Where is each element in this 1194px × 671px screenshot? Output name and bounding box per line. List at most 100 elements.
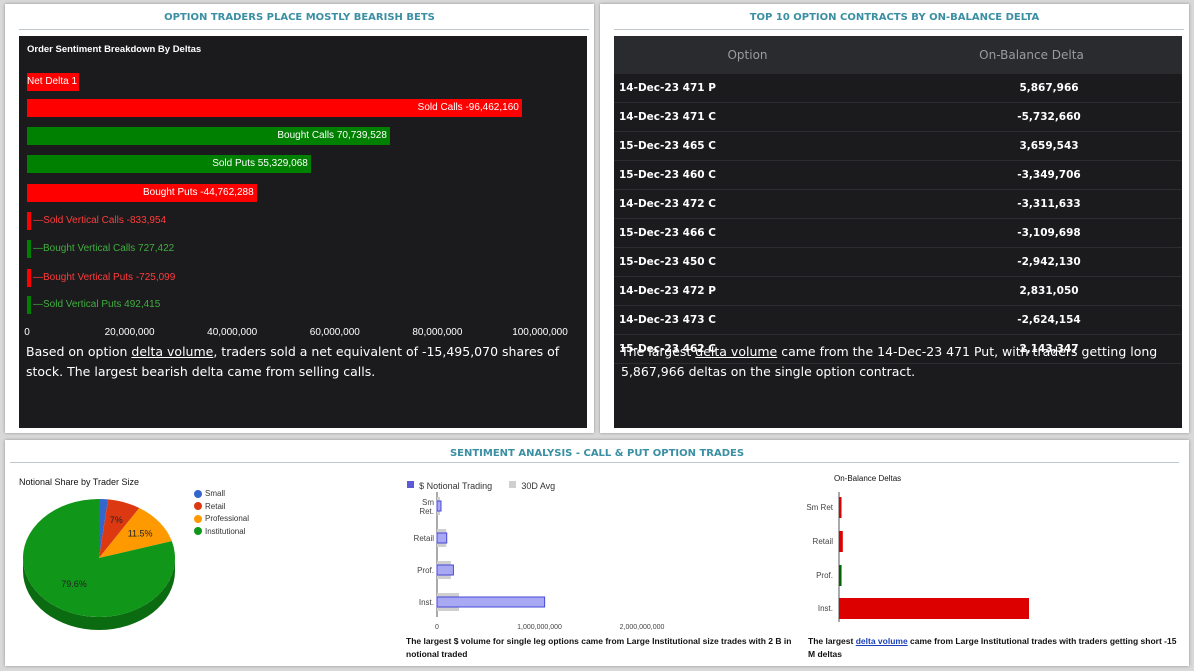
- notional-note: The largest $ volume for single leg opti…: [406, 636, 792, 659]
- delta-bar: [839, 531, 843, 552]
- pie-slice-label: 7%: [110, 515, 123, 525]
- delta-bar: [27, 296, 31, 314]
- note-text-2: came from Large Institutional trades wit…: [808, 636, 1177, 659]
- delta-bar-label: —Sold Vertical Calls -833,954: [33, 215, 167, 226]
- delta-bar: [27, 73, 79, 91]
- chart-title: Order Sentiment Breakdown By Deltas: [27, 44, 202, 55]
- legend-swatch-notional: [407, 481, 414, 488]
- delta-bar: [839, 598, 1029, 619]
- summary-text-2: came from the 14-Dec-23 471 Put, with tr…: [621, 344, 1158, 379]
- legend-item-professional[interactable]: Professional: [194, 514, 249, 523]
- delta-cell: -3,109,698: [881, 218, 1182, 248]
- pie-depth: [23, 558, 175, 630]
- delta-bar: [27, 212, 32, 230]
- table-row[interactable]: 15-Dec-23 462 C 2,143,347: [614, 334, 1182, 364]
- delta-cell: -2,942,130: [881, 247, 1182, 277]
- x-tick-label: 80,000,000: [412, 327, 463, 338]
- category-label: Ret.: [419, 507, 434, 516]
- delta-bar: [27, 184, 257, 202]
- obd-note: The largest delta volume came from Large…: [808, 635, 1180, 661]
- delta-bar-label: Sold Calls -96,462,160: [417, 102, 519, 113]
- notional-bar: [436, 596, 546, 608]
- delta-cell: 2,831,050: [881, 276, 1182, 306]
- notional-legend: $ Notional Trading 30D Avg: [407, 474, 555, 493]
- notional-bar: [436, 500, 442, 512]
- delta-summary: Based on option delta volume, traders so…: [26, 342, 581, 382]
- option-cell: 14-Dec-23 471 P: [614, 74, 881, 103]
- notional-bar: [436, 564, 454, 576]
- delta-bar: [27, 127, 390, 145]
- x-tick-label: 2,000,000,000: [620, 624, 665, 631]
- table-row[interactable]: 14-Dec-23 472 C -3,311,633: [614, 189, 1182, 219]
- delta-cell: 3,659,543: [881, 131, 1182, 161]
- option-cell: 14-Dec-23 472 P: [614, 276, 881, 306]
- column-header-delta[interactable]: On-Balance Delta: [881, 36, 1182, 74]
- legend-item-retail[interactable]: Retail: [194, 502, 225, 511]
- note-text: The largest: [808, 636, 856, 646]
- delta-bar-label: Net Delta 1: [27, 76, 78, 87]
- option-cell: 14-Dec-23 471 C: [614, 102, 881, 132]
- x-tick-label: 0: [435, 624, 439, 631]
- table-row[interactable]: 14-Dec-23 473 C -2,624,154: [614, 305, 1182, 335]
- notional-bar: [436, 532, 448, 544]
- pie-slice-professional[interactable]: [99, 507, 172, 558]
- delta-volume-link[interactable]: delta volume: [695, 344, 778, 359]
- panel-title: SENTIMENT ANALYSIS - CALL & PUT OPTION T…: [449, 448, 745, 459]
- category-label: Retail: [813, 537, 834, 546]
- category-label: Inst.: [419, 598, 434, 607]
- x-tick-label: 100,000,000: [512, 327, 568, 338]
- delta-cell: 2,143,347: [881, 334, 1182, 364]
- table-row[interactable]: 14-Dec-23 471 P 5,867,966: [614, 74, 1182, 103]
- legend-label: Institutional: [205, 526, 246, 536]
- pie-slice-small[interactable]: [99, 499, 109, 558]
- legend-swatch-avg: [509, 481, 517, 488]
- x-tick-label: 60,000,000: [309, 327, 360, 338]
- summary-text: The largest: [621, 344, 696, 359]
- category-label: Retail: [414, 534, 435, 543]
- legend-item-small[interactable]: Small: [194, 489, 225, 498]
- option-cell: 14-Dec-23 472 C: [614, 189, 881, 219]
- delta-bar: [27, 240, 31, 258]
- obd-title: On-Balance Deltas: [834, 474, 902, 483]
- delta-breakdown-chart: Order Sentiment Breakdown By Deltas Net …: [19, 36, 587, 428]
- pie-slice-retail[interactable]: [99, 499, 140, 558]
- sentiment-analysis-panel: SENTIMENT ANALYSIS - CALL & PUT OPTION T…: [5, 440, 1189, 666]
- table-row[interactable]: 14-Dec-23 472 P 2,831,050: [614, 276, 1182, 306]
- option-cell: 15-Dec-23 460 C: [614, 160, 881, 190]
- legend-dot-icon: [194, 514, 202, 523]
- column-header-option[interactable]: Option: [614, 36, 881, 74]
- summary-text: Based on option: [26, 344, 132, 359]
- panel-title: OPTION TRADERS PLACE MOSTLY BEARISH BETS: [164, 12, 435, 23]
- delta-bar-label: —Sold Vertical Puts 492,415: [33, 299, 161, 310]
- summary-text-2: , traders sold a net equivalent of -15,4…: [26, 344, 560, 379]
- x-tick-label: 1,000,000,000: [517, 624, 562, 631]
- pie-slice-institutional[interactable]: [23, 499, 175, 617]
- delta-volume-link[interactable]: delta volume: [131, 344, 214, 359]
- category-label: Inst.: [818, 604, 833, 613]
- table-row[interactable]: 15-Dec-23 465 C 3,659,543: [614, 131, 1182, 161]
- delta-volume-link[interactable]: delta volume: [855, 636, 908, 646]
- legend-dot-icon: [194, 527, 202, 536]
- legend-item-institutional[interactable]: Institutional: [194, 527, 245, 536]
- legend-label: Professional: [205, 514, 250, 523]
- table-row[interactable]: 15-Dec-23 460 C -3,349,706: [614, 160, 1182, 190]
- category-label: Prof.: [816, 571, 833, 580]
- delta-bar-label: —Bought Vertical Calls 727,422: [33, 243, 175, 254]
- legend-dot-icon: [194, 489, 202, 498]
- table-row[interactable]: 14-Dec-23 471 C -5,732,660: [614, 102, 1182, 132]
- legend-label: Small: [205, 489, 226, 498]
- pie-slice-label: 79.6%: [61, 579, 87, 589]
- legend-notional: $ Notional Trading: [419, 481, 493, 491]
- table-row[interactable]: 15-Dec-23 450 C -2,942,130: [614, 247, 1182, 277]
- x-tick-label: 0: [24, 327, 30, 338]
- table-row[interactable]: 15-Dec-23 466 C -3,109,698: [614, 218, 1182, 248]
- category-label: Prof.: [417, 566, 434, 575]
- title-divider: [614, 29, 1184, 30]
- delta-bar: [839, 565, 842, 586]
- pie-slice-label: 11.5%: [128, 529, 153, 539]
- delta-bar-label: Bought Calls 70,739,528: [277, 130, 387, 141]
- top-contracts-panel: TOP 10 OPTION CONTRACTS BY ON-BALANCE DE…: [600, 4, 1189, 433]
- delta-cell: 5,867,966: [881, 74, 1182, 103]
- delta-cell: -2,624,154: [881, 305, 1182, 335]
